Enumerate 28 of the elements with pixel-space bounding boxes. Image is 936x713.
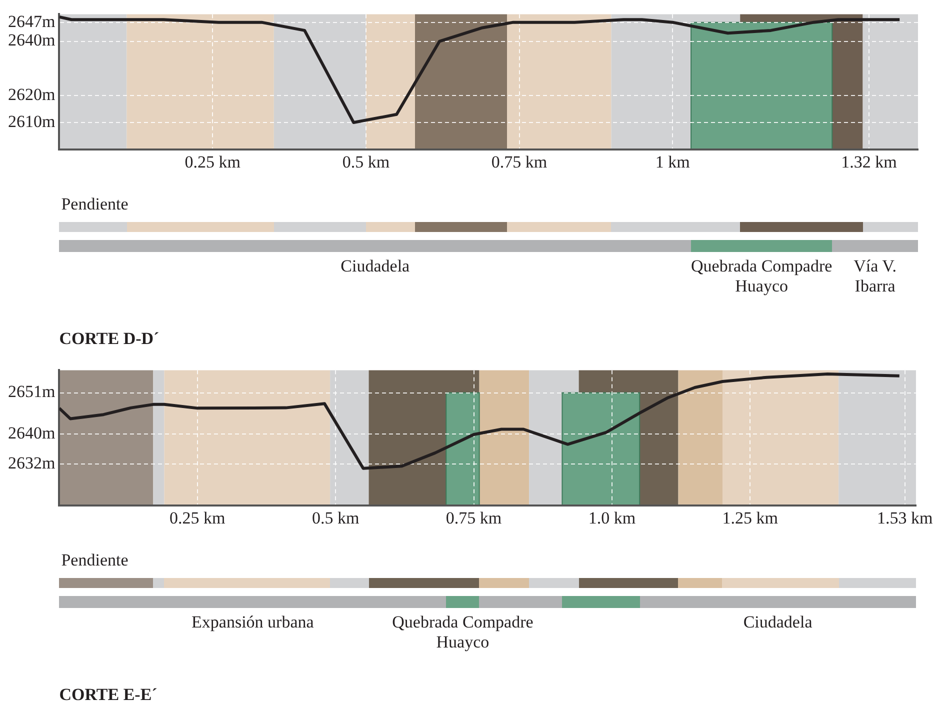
x-tick-label: 0.75 km <box>491 152 548 172</box>
x-tick-label: 0.5 km <box>342 152 390 172</box>
text: Pendiente <box>61 550 128 570</box>
y-tick-label: 2647m <box>8 12 56 31</box>
x-tick-label: 0.25 km <box>170 508 226 528</box>
x-tick-label: 1 km <box>655 152 690 172</box>
x-tick-label: 1.32 km <box>841 152 897 172</box>
x-tick-label: 1.0 km <box>588 508 636 528</box>
text: Quebrada Compadre Huayco <box>691 256 832 296</box>
text: CORTE D-D´ <box>59 329 160 348</box>
text: Vía V. Ibarra <box>854 256 896 296</box>
text: Pendiente <box>61 194 128 214</box>
text: CORTE E-E´ <box>59 685 158 704</box>
x-tick-label: 1.25 km <box>722 508 778 528</box>
text: Quebrada Compadre Huayco <box>392 612 534 652</box>
y-tick-label: 2620m <box>8 84 56 104</box>
y-tick-label: 2651m <box>8 382 56 402</box>
y-tick-label: 2632m <box>8 454 56 473</box>
text: Ciudadela <box>340 256 410 276</box>
x-tick-label: 1.53 km <box>877 508 933 528</box>
x-tick-label: 0.25 km <box>184 152 240 172</box>
text: Expansión urbana <box>192 612 314 632</box>
x-tick-label: 0.5 km <box>312 508 360 528</box>
y-tick-label: 2640m <box>8 424 56 443</box>
y-tick-label: 2640m <box>8 30 56 50</box>
y-tick-label: 2610m <box>8 112 56 131</box>
x-tick-label: 0.75 km <box>446 508 502 528</box>
text: Ciudadela <box>743 612 813 632</box>
